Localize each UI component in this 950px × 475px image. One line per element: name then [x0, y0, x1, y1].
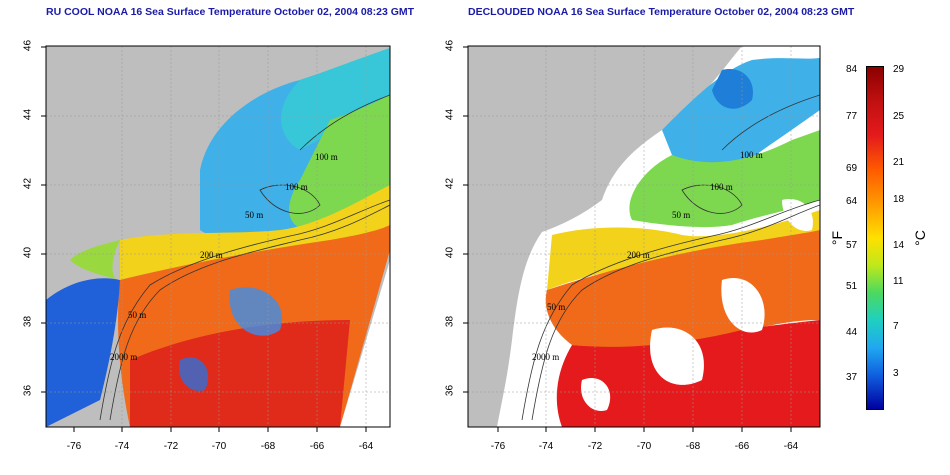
map-panel-declouded: 100 m 100 m 50 m 200 m 50 m 2000 m -76 -… [422, 0, 842, 475]
contour-label: 100 m [285, 182, 308, 192]
contour-label: 200 m [627, 250, 650, 260]
x-tick-label: -72 [163, 441, 179, 452]
x-tick-label: -68 [685, 441, 701, 452]
x-tick-label: -74 [538, 441, 554, 452]
sst-map-declouded: 100 m 100 m 50 m 200 m 50 m 2000 m [463, 45, 821, 432]
y-tick-label: 46 [22, 39, 34, 52]
y-tick-label: 36 [444, 384, 456, 397]
sst-shelf-region [629, 130, 820, 228]
colorbar-f-label: 44 [846, 327, 858, 338]
plot-frame [45, 45, 391, 428]
sst-cool-region [662, 58, 820, 167]
colorbar-unit-c: °C [911, 230, 928, 246]
land-area [468, 46, 742, 427]
colorbar-c-label: 25 [893, 111, 905, 122]
y-tick-label: 40 [22, 246, 34, 259]
y-tick-label: 42 [444, 177, 456, 190]
contour-label: 50 m [547, 302, 565, 312]
sst-coastal-cold [46, 278, 120, 427]
contour-label: 2000 m [110, 352, 137, 362]
sst-shelf-region [289, 95, 390, 230]
x-tick-label: -70 [636, 441, 652, 452]
contour-label: 50 m [672, 210, 690, 220]
colorbar-c-label: 14 [893, 240, 905, 251]
y-tick-label: 36 [22, 384, 34, 397]
x-tick-label: -68 [260, 441, 276, 452]
y-tick-label: 44 [444, 108, 456, 121]
title-right: DECLOUDED NOAA 16 Sea Surface Temperatur… [468, 6, 855, 18]
contour-lines [109, 204, 390, 421]
x-tick-label: -64 [783, 441, 799, 452]
colorbar-f-label: 57 [846, 240, 858, 251]
colorbar-f-label: 37 [846, 372, 858, 383]
contour-label: 2000 m [532, 352, 559, 362]
color-scale-bar [866, 66, 884, 410]
x-tick-label: -76 [490, 441, 506, 452]
x-tick-label: -64 [358, 441, 374, 452]
y-tick-label: 46 [444, 39, 456, 52]
y-tick-label: 38 [22, 315, 34, 328]
contour-label: 200 m [200, 250, 223, 260]
colorbar-f-label: 84 [846, 64, 858, 75]
colorbar-f-label: 51 [846, 281, 858, 292]
x-tick-label: -66 [734, 441, 750, 452]
sst-map-raw: 100 m 100 m 50 m 200 m 50 m 2000 m [41, 45, 391, 432]
contour-label: 100 m [315, 152, 338, 162]
colorbar-c-label: 7 [893, 321, 899, 332]
colorbar-unit-f: °F [829, 230, 846, 246]
x-tick-label: -76 [66, 441, 82, 452]
contour-label: 100 m [740, 150, 763, 160]
contour-label: 100 m [710, 182, 733, 192]
contour-label: 50 m [128, 310, 146, 320]
x-tick-label: -74 [114, 441, 130, 452]
contour-lines [531, 204, 820, 421]
y-tick-label: 42 [22, 177, 34, 190]
colorbar-c-label: 29 [893, 64, 905, 75]
colorbar-f-label: 77 [846, 111, 858, 122]
x-tick-label: -72 [587, 441, 603, 452]
colorbar-c-label: 21 [893, 157, 905, 168]
colorbar-c-label: 11 [893, 276, 904, 287]
y-tick-label: 38 [444, 315, 456, 328]
colorbar-c-label: 3 [893, 368, 899, 379]
colorbar-f-label: 69 [846, 163, 858, 174]
map-panel-raw: 100 m 100 m 50 m 200 m 50 m 2000 m -76 -… [0, 0, 420, 475]
x-tick-label: -70 [211, 441, 227, 452]
contour-label: 50 m [245, 210, 263, 220]
colorbar-c-label: 18 [893, 194, 905, 205]
title-left: RU COOL NOAA 16 Sea Surface Temperature … [46, 6, 415, 18]
y-tick-label: 40 [444, 246, 456, 259]
colorbar-f-label: 64 [846, 196, 858, 207]
y-tick-label: 44 [22, 108, 34, 121]
x-tick-label: -66 [309, 441, 325, 452]
